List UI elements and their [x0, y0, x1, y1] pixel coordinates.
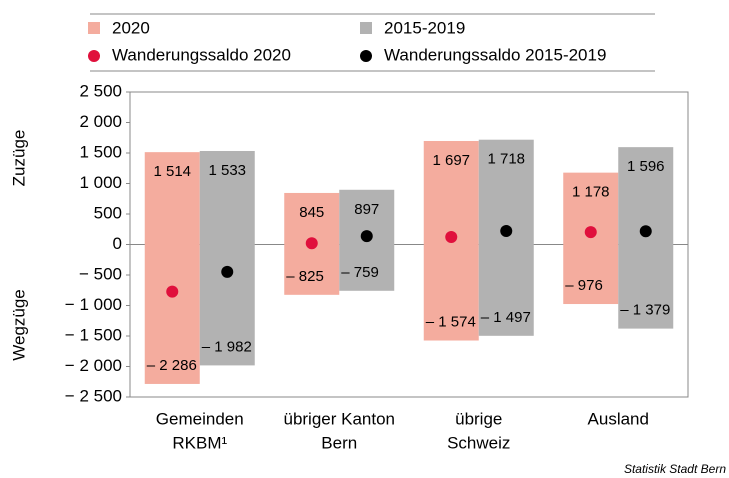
source: Statistik Stadt Bern — [624, 462, 726, 476]
x-tick-label: Gemeinden — [156, 409, 244, 428]
y-tick-label: 1 000 — [79, 173, 122, 192]
balance-dot — [360, 230, 373, 243]
y-tick-label: − 1 500 — [65, 325, 122, 344]
y-tick-label: − 1 000 — [65, 295, 122, 314]
y-label-bottom: Wegzüge — [9, 289, 28, 361]
outflow-bar — [563, 244, 619, 305]
legend-dot — [360, 50, 372, 62]
outflow-label: – 976 — [565, 277, 603, 294]
inflow-label: 897 — [354, 201, 379, 218]
inflow-label: 1 178 — [572, 184, 610, 201]
inflow-bar — [199, 150, 255, 245]
y-tick-label: − 500 — [79, 264, 122, 283]
y-tick-label: − 2 500 — [65, 386, 122, 405]
legend-label: 2020 — [112, 18, 150, 37]
y-tick-label: 2 000 — [79, 112, 122, 131]
outflow-label: – 759 — [341, 264, 379, 281]
outflow-label: – 825 — [286, 268, 324, 285]
y-tick-label: 0 — [113, 234, 122, 253]
inflow-bar — [423, 140, 479, 245]
y-tick-label: 1 500 — [79, 142, 122, 161]
outflow-bar — [478, 244, 534, 336]
outflow-label: – 1 379 — [620, 302, 670, 319]
y-tick-label: − 2 000 — [65, 356, 122, 375]
outflow-bar — [144, 244, 200, 384]
balance-dot — [500, 225, 513, 238]
balance-dot — [445, 230, 458, 243]
outflow-bar — [618, 244, 674, 329]
y-label-top: Zuzüge — [9, 130, 28, 187]
outflow-label: – 1 574 — [426, 313, 476, 330]
legend-label: Wanderungssaldo 2020 — [112, 45, 291, 64]
legend-dot — [88, 50, 100, 62]
outflow-bar — [284, 244, 340, 295]
inflow-bar — [284, 192, 340, 245]
inflow-label: 1 514 — [153, 163, 191, 180]
inflow-label: 1 596 — [627, 158, 665, 175]
balance-dot — [166, 285, 179, 298]
y-tick-label: 2 500 — [79, 81, 122, 100]
legend-label: Wanderungssaldo 2015-2019 — [384, 45, 606, 64]
outflow-label: – 1 497 — [481, 309, 531, 326]
outflow-bar — [423, 244, 479, 341]
y-tick-label: 500 — [94, 203, 122, 222]
balance-dot — [584, 226, 597, 239]
outflow-bar — [199, 244, 255, 366]
inflow-label: 1 718 — [487, 151, 525, 168]
legend-swatch — [360, 22, 372, 34]
x-tick-label: Schweiz — [447, 433, 510, 452]
legend-label: 2015-2019 — [384, 18, 465, 37]
x-tick-label: übriger Kanton — [283, 409, 395, 428]
x-tick-label: übrige — [455, 409, 502, 428]
inflow-bar — [144, 152, 200, 245]
inflow-label: 1 533 — [208, 162, 246, 179]
x-tick-label: Bern — [321, 433, 357, 452]
x-tick-label: RKBM¹ — [172, 433, 227, 452]
x-tick-label: Ausland — [588, 409, 649, 428]
balance-dot — [305, 237, 318, 250]
inflow-label: 1 697 — [432, 152, 470, 169]
balance-dot — [221, 265, 234, 278]
outflow-bar — [339, 244, 395, 291]
outflow-label: – 2 286 — [147, 357, 197, 374]
legend-swatch — [88, 22, 100, 34]
outflow-label: – 1 982 — [202, 338, 252, 355]
balance-dot — [639, 225, 652, 238]
inflow-label: 845 — [299, 204, 324, 221]
